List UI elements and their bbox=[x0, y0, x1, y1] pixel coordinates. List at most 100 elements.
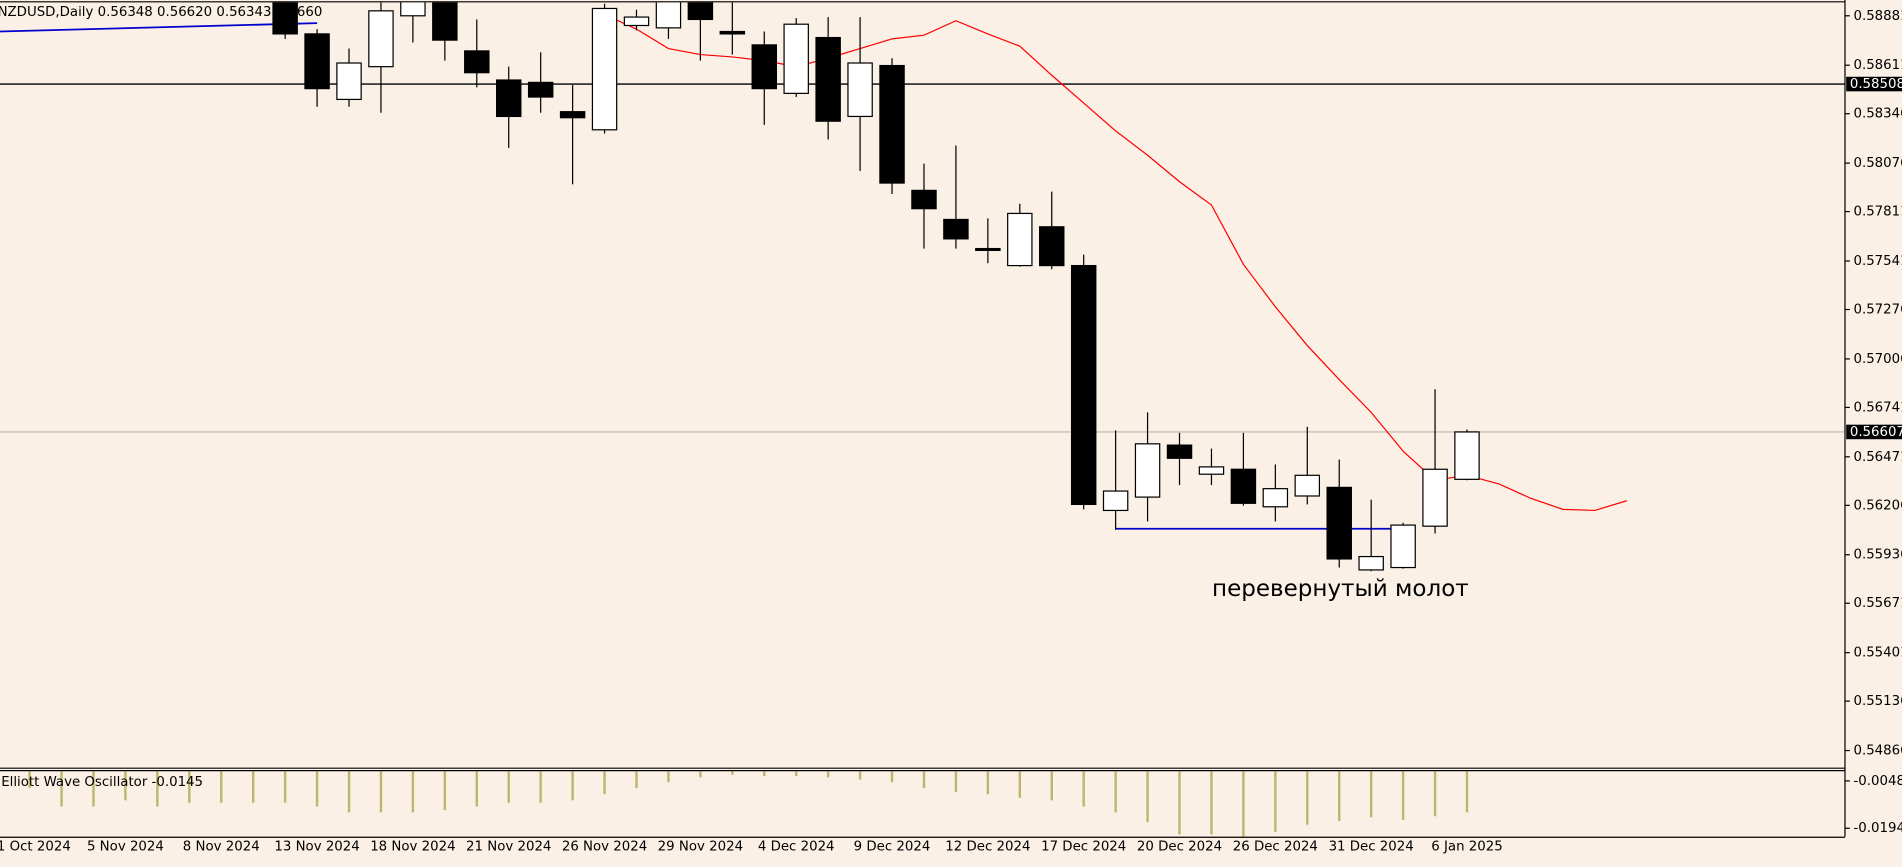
y-tick-label: 0.55936 bbox=[1853, 548, 1902, 563]
price-label-box bbox=[1846, 76, 1902, 92]
oscillator-bar bbox=[1465, 771, 1469, 813]
candle-body bbox=[495, 79, 522, 118]
oscillator-bar bbox=[954, 771, 958, 792]
candle-body bbox=[975, 247, 1001, 251]
price-label-box bbox=[1846, 424, 1902, 440]
annotation: перевернутый молот bbox=[1212, 576, 1469, 602]
oscillator-bar bbox=[251, 771, 255, 803]
candle-body bbox=[1422, 468, 1448, 527]
x-tick-label: 9 Dec 2024 bbox=[854, 839, 931, 854]
oscillator-bar bbox=[28, 771, 31, 789]
candle-body bbox=[1326, 486, 1352, 560]
oscillator-bar bbox=[699, 771, 702, 778]
chart-title: NZDUSD,Daily 0.56348 0.56620 0.56343 0.5… bbox=[0, 5, 322, 20]
x-tick-label: 5 Nov 2024 bbox=[87, 839, 164, 854]
candle-body bbox=[336, 62, 362, 101]
x-tick-label: 20 Dec 2024 bbox=[1137, 839, 1222, 854]
oscillator-bar bbox=[1401, 771, 1405, 820]
oscillator-bar bbox=[1082, 771, 1085, 807]
candle-body bbox=[527, 81, 554, 98]
oscillator-bar bbox=[507, 771, 510, 803]
candle-body bbox=[1166, 444, 1193, 459]
candle-body bbox=[911, 189, 937, 210]
oscillator-bar bbox=[603, 771, 606, 795]
y-tick-label: 0.56206 bbox=[1853, 498, 1902, 513]
y-tick-label: 0.56471 bbox=[1853, 450, 1902, 465]
oscillator-bar bbox=[986, 771, 990, 795]
oscillator-bar bbox=[379, 771, 383, 813]
oscillator-bar bbox=[763, 771, 766, 777]
oscillator-bar bbox=[1306, 771, 1309, 825]
candle-body bbox=[559, 111, 586, 119]
trend-line bbox=[0, 22, 318, 33]
candle-body bbox=[1039, 226, 1065, 267]
price-label: 0.56607 bbox=[1850, 425, 1902, 440]
candle-body bbox=[1198, 466, 1225, 475]
x-tick-label: 31 Oct 2024 bbox=[0, 839, 71, 854]
axes: 0.58881 0.58611 0.58346 0.58076 0.57811 0.575… bbox=[0, 9, 1902, 854]
oscillator-bar bbox=[1242, 771, 1245, 837]
oscillator-bar bbox=[1274, 771, 1277, 832]
candle-body bbox=[368, 10, 394, 68]
oscillator-bar bbox=[922, 771, 926, 789]
oscillator-bar bbox=[667, 771, 670, 783]
oscillator-bar bbox=[124, 771, 127, 801]
y-tick-label: 0.54866 bbox=[1853, 744, 1902, 759]
oscillator-bar bbox=[731, 771, 734, 775]
oscillator-bar bbox=[1050, 771, 1053, 801]
x-tick-label: 31 Dec 2024 bbox=[1329, 839, 1414, 854]
y-tick-label: 0.56741 bbox=[1853, 400, 1902, 415]
oscillator-bar bbox=[1178, 771, 1181, 835]
oscillator-bar bbox=[1210, 771, 1213, 835]
candle-body bbox=[304, 33, 330, 90]
x-tick-label: 8 Nov 2024 bbox=[183, 839, 260, 854]
oscillator-bar bbox=[794, 771, 798, 777]
candle-body bbox=[591, 7, 618, 131]
candle-body bbox=[751, 44, 778, 90]
candle-body bbox=[1102, 490, 1129, 512]
candle-body bbox=[432, 2, 458, 41]
y-tick-label: 0.58076 bbox=[1853, 156, 1902, 171]
candle-body bbox=[1134, 443, 1161, 498]
oscillator-bar bbox=[315, 771, 319, 807]
oscillator-bar bbox=[826, 771, 830, 778]
x-tick-label: 26 Nov 2024 bbox=[562, 839, 647, 854]
candle-body bbox=[943, 218, 969, 240]
oscillator-bar bbox=[411, 771, 415, 813]
candle-body bbox=[1230, 468, 1257, 504]
candle-body bbox=[655, 2, 682, 29]
candle-body bbox=[879, 64, 905, 184]
oscillator-panel bbox=[28, 771, 1469, 837]
y-tick-label: 0.58611 bbox=[1853, 58, 1902, 73]
y-tick-label: 0.55671 bbox=[1853, 596, 1902, 611]
candle-body bbox=[783, 23, 809, 94]
candle-body bbox=[1070, 264, 1097, 506]
y-tick-label: -0.0194 bbox=[1853, 821, 1902, 836]
oscillator-bar bbox=[1338, 771, 1341, 822]
oscillator-bar bbox=[539, 771, 542, 803]
y-tick-label: 0.58881 bbox=[1853, 9, 1902, 24]
price-panel bbox=[0, 2, 1845, 572]
oscillator-bar bbox=[220, 771, 223, 803]
candle-body bbox=[464, 50, 490, 74]
x-tick-label: 17 Dec 2024 bbox=[1041, 839, 1126, 854]
oscillator-title: Elliott Wave Oscillator -0.0145 bbox=[1, 775, 203, 790]
oscillator-bar bbox=[890, 771, 894, 783]
x-tick-label: 21 Nov 2024 bbox=[466, 839, 551, 854]
candle-body bbox=[719, 30, 746, 35]
candle-body bbox=[1390, 524, 1416, 569]
candle-body bbox=[1262, 488, 1289, 508]
y-tick-label: 0.55136 bbox=[1853, 694, 1902, 709]
oscillator-bar bbox=[188, 771, 191, 803]
candle-body bbox=[400, 2, 426, 17]
y-tick-label: 0.55401 bbox=[1853, 646, 1902, 661]
oscillator-bar bbox=[1146, 771, 1149, 823]
x-tick-label: 29 Nov 2024 bbox=[658, 839, 743, 854]
x-tick-label: 4 Dec 2024 bbox=[758, 839, 835, 854]
candle-body bbox=[815, 36, 841, 122]
x-tick-label: 13 Nov 2024 bbox=[274, 839, 359, 854]
oscillator-bar bbox=[1018, 771, 1022, 798]
